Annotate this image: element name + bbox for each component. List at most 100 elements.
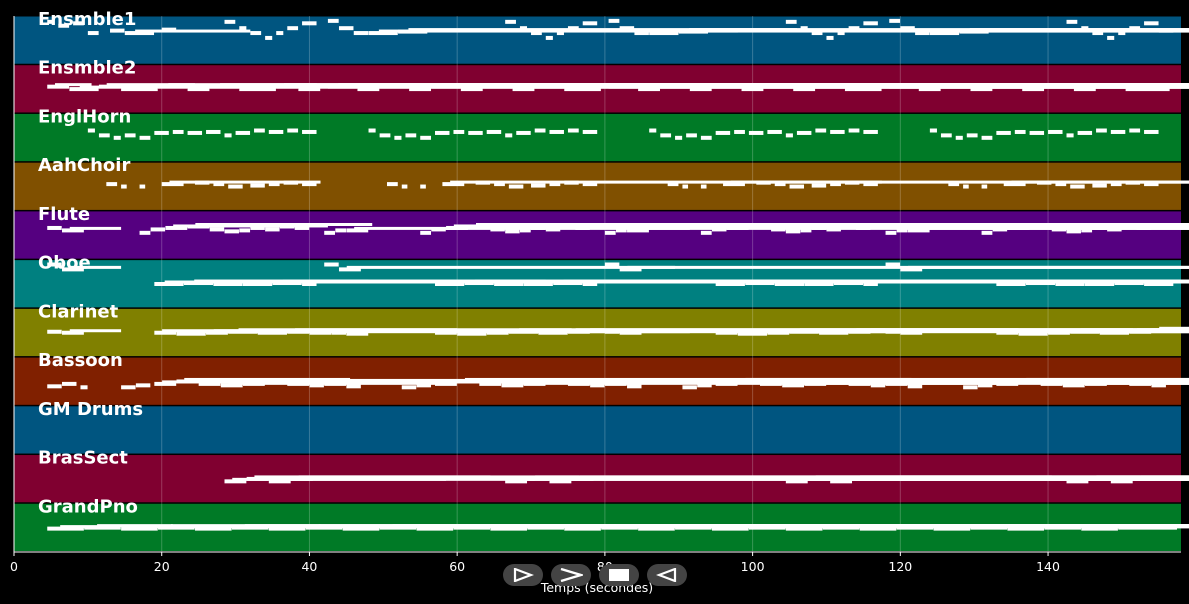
note-flute	[505, 229, 520, 234]
note-flute	[187, 224, 210, 229]
note-oboe	[1114, 281, 1144, 286]
note-ensmble1	[58, 23, 70, 28]
note-grandpno	[490, 526, 528, 531]
note-bassoon	[848, 381, 871, 386]
note-bassoon	[1018, 379, 1041, 384]
note-ensmble1	[338, 26, 354, 31]
note-flute	[490, 227, 505, 232]
forward-button[interactable]	[551, 564, 591, 586]
note-bassoon	[346, 384, 361, 389]
note-ensmble1	[327, 18, 339, 23]
x-tick-label: 120	[888, 559, 912, 574]
note-flute	[1037, 223, 1189, 227]
note-grandpno	[453, 525, 491, 530]
note-bassoon	[996, 381, 1019, 386]
note-brassect	[1132, 476, 1155, 481]
note-bassoon	[435, 381, 457, 386]
note-oboe	[282, 279, 546, 283]
note-grandpno	[194, 526, 232, 531]
note-aahchoir	[700, 184, 707, 189]
note-ensmble2	[209, 84, 239, 89]
x-tick-label: 140	[1036, 559, 1060, 574]
rewind-button[interactable]	[647, 564, 687, 586]
note-englhorn	[1144, 129, 1159, 134]
note-ensmble2	[121, 87, 158, 92]
note-flute	[324, 230, 335, 235]
note-flute	[475, 223, 934, 227]
note-englhorn	[815, 128, 827, 133]
note-englhorn	[254, 128, 265, 133]
note-englhorn	[748, 130, 764, 135]
note-clarinet	[819, 330, 849, 335]
note-brassect	[527, 476, 550, 481]
note-flute	[265, 227, 280, 232]
note-clarinet	[331, 330, 347, 335]
note-clarinet	[486, 330, 509, 335]
note-flute	[224, 229, 239, 234]
note-clarinet	[154, 330, 177, 335]
note-grandpno	[601, 525, 638, 530]
note-flute	[856, 225, 871, 230]
note-flute	[560, 224, 576, 229]
note-bassoon	[287, 381, 310, 386]
note-ensmble1	[287, 26, 299, 31]
note-flute	[139, 230, 151, 235]
note-ensmble2	[47, 84, 70, 89]
note-grandpno	[416, 526, 454, 531]
note-grandpno	[822, 525, 860, 530]
note-clarinet	[508, 329, 539, 334]
note-englhorn	[268, 129, 284, 134]
note-grandpno	[60, 525, 99, 529]
play-button[interactable]	[503, 564, 543, 586]
note-grandpno	[1081, 526, 1118, 531]
note-oboe	[1144, 282, 1174, 286]
note-flute	[575, 225, 590, 230]
note-aahchoir	[1036, 180, 1052, 185]
play-icon	[513, 568, 534, 582]
note-ensmble1	[1158, 28, 1174, 33]
note-bassoon	[154, 381, 177, 386]
stop-button[interactable]	[599, 564, 639, 586]
note-ensmble2	[564, 87, 601, 92]
note-grandpno	[859, 526, 897, 531]
note-bassoon	[47, 384, 62, 389]
note-englhorn	[785, 133, 793, 138]
note-bassoon	[604, 381, 627, 386]
note-flute	[771, 227, 786, 232]
note-aahchoir	[730, 180, 1189, 184]
note-ensmble1	[276, 31, 284, 36]
x-tick-label: 0	[10, 559, 18, 574]
note-clarinet	[1048, 330, 1070, 335]
note-grandpno	[268, 526, 306, 531]
track-lane-ensmble1	[14, 16, 1181, 64]
note-clarinet	[176, 331, 206, 336]
note-brassect	[246, 476, 269, 481]
note-bassoon	[265, 380, 287, 385]
note-flute	[1007, 225, 1030, 230]
note-ensmble1	[135, 29, 251, 33]
note-flute	[519, 228, 531, 233]
note-ensmble2	[1044, 84, 1074, 89]
note-bassoon	[401, 385, 417, 390]
x-tick-label: 60	[449, 559, 465, 574]
note-grandpno	[970, 525, 1008, 530]
note-oboe	[582, 282, 598, 286]
note-englhorn	[700, 135, 712, 140]
note-flute	[1051, 227, 1067, 232]
note-grandpno	[933, 526, 971, 531]
note-aahchoir	[250, 183, 265, 188]
note-ensmble1	[785, 19, 797, 24]
note-englhorn	[113, 135, 121, 140]
note-flute	[756, 223, 1189, 227]
note-aahchoir	[302, 182, 317, 187]
note-clarinet	[1151, 328, 1174, 333]
note-flute	[627, 228, 649, 233]
note-englhorn	[715, 130, 731, 135]
note-bassoon	[1084, 381, 1107, 386]
note-englhorn	[830, 129, 845, 134]
note-flute	[431, 227, 446, 232]
note-clarinet	[62, 330, 84, 335]
note-clarinet	[538, 330, 568, 335]
track-label-oboe: Oboe	[38, 253, 91, 274]
note-ensmble2	[357, 87, 380, 92]
